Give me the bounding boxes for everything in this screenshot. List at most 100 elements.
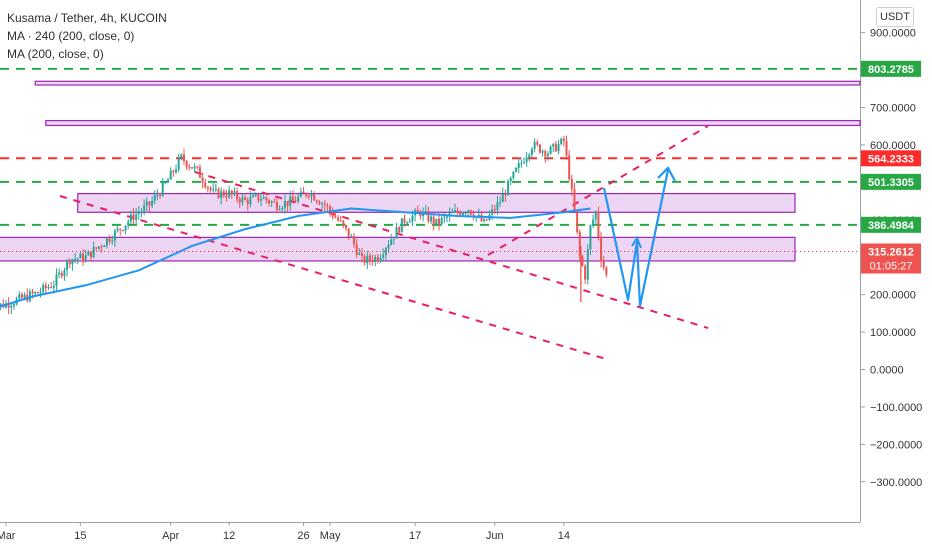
candle-body	[581, 256, 584, 266]
candle-body	[427, 211, 430, 222]
candle-body	[345, 224, 348, 229]
candle-body	[461, 213, 464, 216]
candle-body	[337, 217, 340, 221]
legend-symbol[interactable]: Kusama / Tether, 4h, KUCOIN	[7, 11, 167, 25]
price-tick-label: 1000.0000	[870, 0, 922, 2]
candle-body	[432, 216, 435, 225]
candle-body	[50, 287, 53, 289]
candle-body	[148, 201, 151, 206]
candle-body	[501, 193, 504, 203]
price-tick-label: 0.0000	[870, 365, 904, 377]
candle-body	[151, 200, 154, 206]
candle-body	[424, 211, 427, 213]
candle-body	[565, 141, 568, 156]
candle-body	[313, 193, 316, 201]
candle-body	[286, 201, 289, 206]
candle-body	[111, 240, 114, 242]
candle-body	[164, 182, 167, 184]
candle-body	[273, 201, 276, 203]
candle-body	[214, 188, 217, 190]
candle-body	[363, 256, 366, 264]
candle-body	[233, 191, 236, 194]
candle-body	[84, 255, 87, 262]
price-tick-label: 200.0000	[870, 290, 916, 302]
candle-body	[528, 154, 531, 158]
candle-body	[36, 292, 39, 294]
candle-body	[584, 265, 587, 280]
candle-body	[246, 199, 249, 205]
candle-body	[177, 158, 180, 170]
candle-body	[153, 195, 156, 201]
candle-body	[129, 214, 132, 222]
candle-body	[58, 272, 61, 275]
candle-body	[172, 170, 175, 173]
candle-body	[225, 195, 228, 198]
candle-body	[376, 256, 379, 262]
candle-body	[87, 251, 90, 256]
candle-body	[355, 244, 358, 255]
support-resistance-zone	[45, 119, 861, 127]
candle-body	[541, 150, 544, 153]
candle-body	[379, 257, 382, 262]
candle-body	[368, 255, 371, 260]
currency-button[interactable]: USDT	[876, 7, 914, 27]
candle-body	[331, 211, 334, 217]
legend-ma-240[interactable]: MA · 240 (200, close, 0)	[7, 29, 135, 43]
candle-body	[302, 191, 305, 193]
price-tick-label: −300.0000	[870, 477, 922, 489]
price-tick-label: −100.0000	[870, 402, 922, 414]
candle-body	[198, 166, 201, 178]
arrow-head	[631, 235, 642, 249]
candle-body	[512, 171, 515, 179]
candle-body	[52, 285, 55, 288]
candle-body	[334, 216, 337, 218]
time-tick-label: Jun	[486, 530, 504, 542]
candle-body	[477, 214, 480, 216]
candle-body	[358, 253, 361, 255]
candle-body	[42, 284, 45, 293]
candle-body	[0, 303, 2, 307]
candle-body	[525, 157, 528, 163]
legend-ma[interactable]: MA (200, close, 0)	[7, 47, 104, 61]
level-price-label: 386.4984	[868, 220, 915, 232]
candle-body	[23, 294, 26, 298]
candle-body	[315, 200, 318, 202]
candle-body	[18, 294, 21, 299]
candle-body	[135, 214, 138, 221]
projection-arrow	[602, 166, 676, 308]
candle-body	[47, 287, 50, 289]
candle-body	[20, 294, 23, 298]
candle-body	[254, 194, 257, 196]
current-price-tag-bg	[861, 243, 921, 274]
candle-body	[143, 205, 146, 212]
level-price-label-bg	[861, 173, 921, 190]
candle-body	[560, 138, 563, 145]
time-tick-label: 14	[558, 530, 570, 542]
candle-body	[480, 214, 483, 222]
candle-body	[161, 182, 164, 196]
candle-body	[360, 253, 363, 257]
candle-body	[145, 201, 148, 206]
candle-body	[496, 202, 499, 211]
candle-body	[347, 228, 350, 238]
candle-body	[283, 201, 286, 208]
candle-body	[252, 195, 255, 198]
candle-body	[230, 190, 233, 194]
candle-body	[523, 162, 526, 164]
candle-body	[241, 197, 244, 203]
candle-body	[549, 146, 552, 154]
candle-body	[416, 210, 419, 212]
moving-average-line	[0, 207, 591, 308]
candle-body	[307, 195, 310, 197]
candle-body	[222, 191, 225, 196]
candle-body	[602, 261, 605, 268]
candle-body	[204, 182, 207, 188]
candle-body	[323, 203, 326, 206]
candle-body	[536, 141, 539, 145]
candle-body	[299, 191, 302, 197]
candle-body	[31, 291, 34, 294]
candle-body	[554, 143, 557, 152]
candle-body	[238, 199, 241, 203]
